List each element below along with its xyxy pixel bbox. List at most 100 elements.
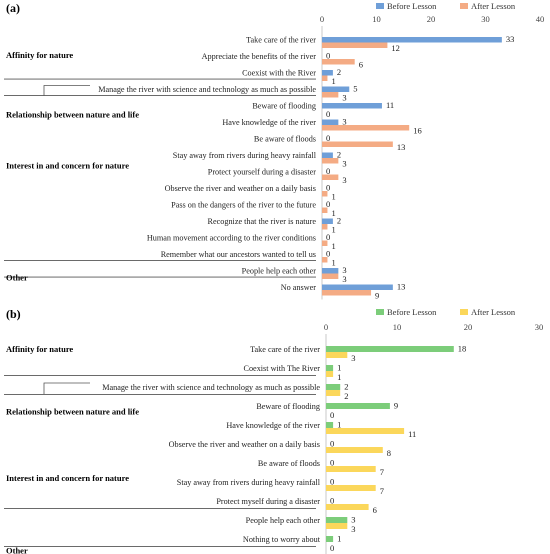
value-label-before: 33 (506, 34, 514, 44)
group-label: Relationship between nature and life (6, 109, 139, 119)
value-label-after: 11 (408, 429, 416, 439)
category-label: Be aware of floods (254, 135, 316, 144)
bar-after (322, 141, 393, 147)
legend-label-before: Before Lesson (387, 307, 437, 317)
value-label-after: 8 (387, 448, 391, 458)
bar-before (326, 346, 454, 352)
bar-before (322, 119, 339, 125)
legend-swatch-after (460, 3, 468, 9)
bar-before (322, 37, 502, 43)
bar-after (326, 428, 405, 434)
bar-before (326, 403, 390, 409)
category-label: Coexist with the River (242, 69, 316, 78)
bar-after (326, 390, 341, 396)
value-label-before: 3 (351, 515, 355, 525)
value-label-after: 1 (331, 225, 335, 235)
bar-before (322, 152, 333, 158)
legend-swatch-before (376, 3, 384, 9)
category-label: Protect myself during a disaster (216, 497, 320, 506)
value-label-before: 3 (342, 117, 346, 127)
bar-after (322, 273, 339, 279)
legend-swatch-before (376, 309, 384, 315)
category-label: Beware of flooding (256, 402, 320, 411)
value-label-before: 2 (337, 150, 341, 160)
bar-after (326, 466, 376, 472)
value-label-before: 0 (330, 477, 334, 487)
x-tick-label: 30 (481, 14, 490, 24)
bar-before (322, 268, 339, 274)
category-label: Stay away from rivers during heavy rainf… (173, 151, 317, 160)
bar-after (326, 447, 383, 453)
legend-swatch-after (460, 309, 468, 315)
value-label-after: 3 (351, 524, 355, 534)
value-label-after: 3 (342, 175, 346, 185)
bar-after (322, 207, 328, 213)
category-label: Have knowledge of the river (226, 421, 320, 430)
value-label-after: 1 (331, 258, 335, 268)
category-label: Recognize that the river is nature (208, 217, 317, 226)
bar-after (322, 75, 328, 81)
group-label: Affinity for nature (6, 344, 73, 354)
value-label-before: 0 (330, 496, 334, 506)
bar-after (322, 191, 328, 197)
value-label-before: 2 (344, 382, 348, 392)
category-label: Have knowledge of the river (222, 118, 316, 127)
bar-before (322, 218, 333, 224)
bar-after (326, 485, 376, 491)
value-label-after: 1 (331, 241, 335, 251)
category-label: No answer (281, 283, 317, 292)
x-tick-label: 10 (393, 322, 402, 332)
value-label-before: 2 (337, 216, 341, 226)
bar-after (326, 523, 348, 529)
category-label: Stay away from rivers during heavy rainf… (177, 478, 321, 487)
value-label-before: 1 (337, 534, 341, 544)
value-label-after: 1 (331, 192, 335, 202)
bar-after (326, 352, 348, 358)
value-label-before: 1 (337, 363, 341, 373)
bar-after (322, 42, 388, 48)
category-label: People help each other (242, 267, 317, 276)
value-label-after: 7 (380, 486, 384, 496)
bar-after (322, 240, 328, 246)
bar-after (322, 92, 339, 98)
category-label: Human movement according to the river co… (147, 234, 316, 243)
category-label: Manage the river with science and techno… (102, 383, 320, 392)
value-label-after: 0 (330, 410, 334, 420)
x-tick-label: 30 (535, 322, 544, 332)
value-label-before: 0 (326, 199, 330, 209)
category-label: Nothing to worry about (243, 535, 321, 544)
value-label-before: 0 (326, 249, 330, 259)
category-label: Observe the river and weather on a daily… (165, 184, 316, 193)
category-label: Take care of the river (246, 36, 316, 45)
value-label-after: 1 (337, 372, 341, 382)
value-label-after: 3 (351, 353, 355, 363)
value-label-before: 0 (330, 439, 334, 449)
value-label-after: 0 (326, 109, 330, 119)
value-label-after: 2 (344, 391, 348, 401)
value-label-before: 13 (397, 282, 406, 292)
x-tick-label: 0 (320, 14, 324, 24)
legend-label-after: After Lesson (471, 1, 516, 11)
value-label-after: 6 (373, 505, 377, 515)
value-label-after: 6 (359, 60, 363, 70)
group-label: Interest in and concern for nature (6, 473, 129, 483)
bar-before (322, 86, 350, 92)
value-label-before: 11 (386, 100, 394, 110)
value-label-after: 13 (397, 142, 406, 152)
value-label-after: 3 (342, 274, 346, 284)
value-label-before: 0 (326, 183, 330, 193)
value-label-after: 7 (380, 467, 384, 477)
category-label: People help each other (246, 516, 321, 525)
bar-after (322, 257, 328, 263)
category-label: Be aware of floods (258, 459, 320, 468)
value-label-after: 1 (331, 76, 335, 86)
value-label-after: 1 (331, 208, 335, 218)
bar-after (322, 174, 339, 180)
bar-before (326, 384, 341, 390)
bar-before (326, 517, 348, 523)
x-tick-label: 40 (536, 14, 545, 24)
bar-before (326, 365, 334, 371)
x-tick-label: 20 (464, 322, 473, 332)
category-label: Manage the river with science and techno… (98, 85, 316, 94)
